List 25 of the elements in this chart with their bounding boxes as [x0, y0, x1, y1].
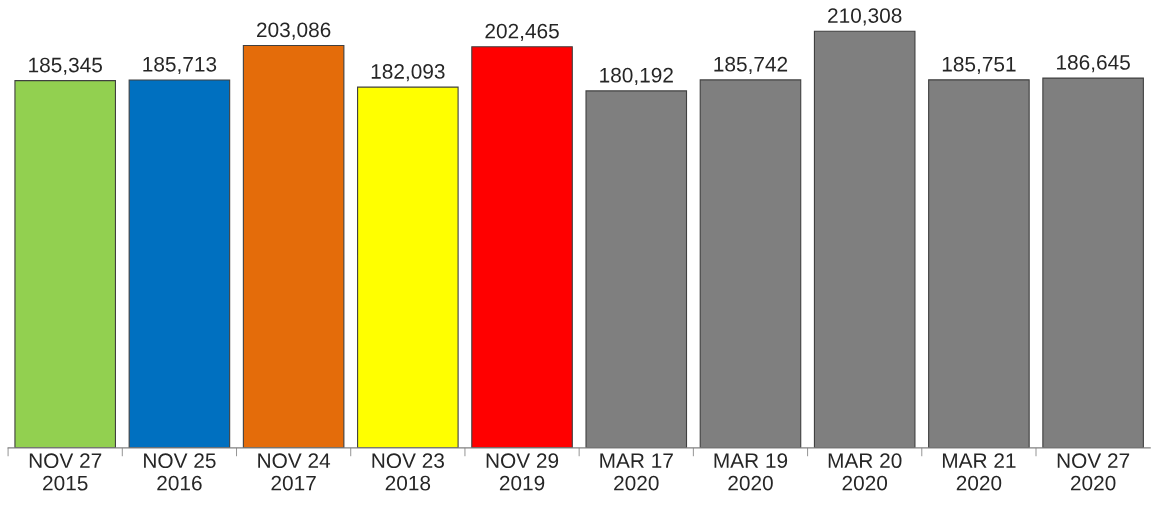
data-label: 180,192 — [600, 67, 673, 86]
x-tick-label: NOV 29 2019 — [486, 453, 559, 491]
x-tick-label: MAR 20 2020 — [828, 453, 902, 491]
x-tick-label: MAR 21 2020 — [942, 453, 1016, 491]
data-label: 202,465 — [485, 23, 559, 41]
data-label: 185,751 — [942, 56, 1016, 75]
bar — [128, 79, 231, 448]
data-label: 185,345 — [29, 57, 102, 75]
x-tick-label: NOV 23 2018 — [372, 453, 444, 491]
x-tick-label: MAR 19 2020 — [714, 453, 788, 491]
x-tick-label: MAR 17 2020 — [600, 453, 673, 491]
bar — [242, 44, 345, 448]
data-label: 185,713 — [143, 56, 217, 75]
x-tick-label: NOV 27 2015 — [29, 453, 102, 491]
x-tick-label: NOV 25 2016 — [144, 453, 216, 491]
data-label: 210,308 — [828, 8, 902, 26]
x-tick-label: NOV 24 2017 — [258, 453, 331, 491]
bar — [357, 86, 459, 448]
bar — [471, 46, 573, 448]
x-tick-label: NOV 27 2020 — [1057, 453, 1130, 491]
data-label: 185,742 — [714, 56, 788, 75]
data-label: 186,645 — [1057, 55, 1130, 73]
bar — [14, 80, 117, 448]
data-label: 182,093 — [371, 64, 445, 82]
data-label: 203,086 — [257, 22, 331, 40]
